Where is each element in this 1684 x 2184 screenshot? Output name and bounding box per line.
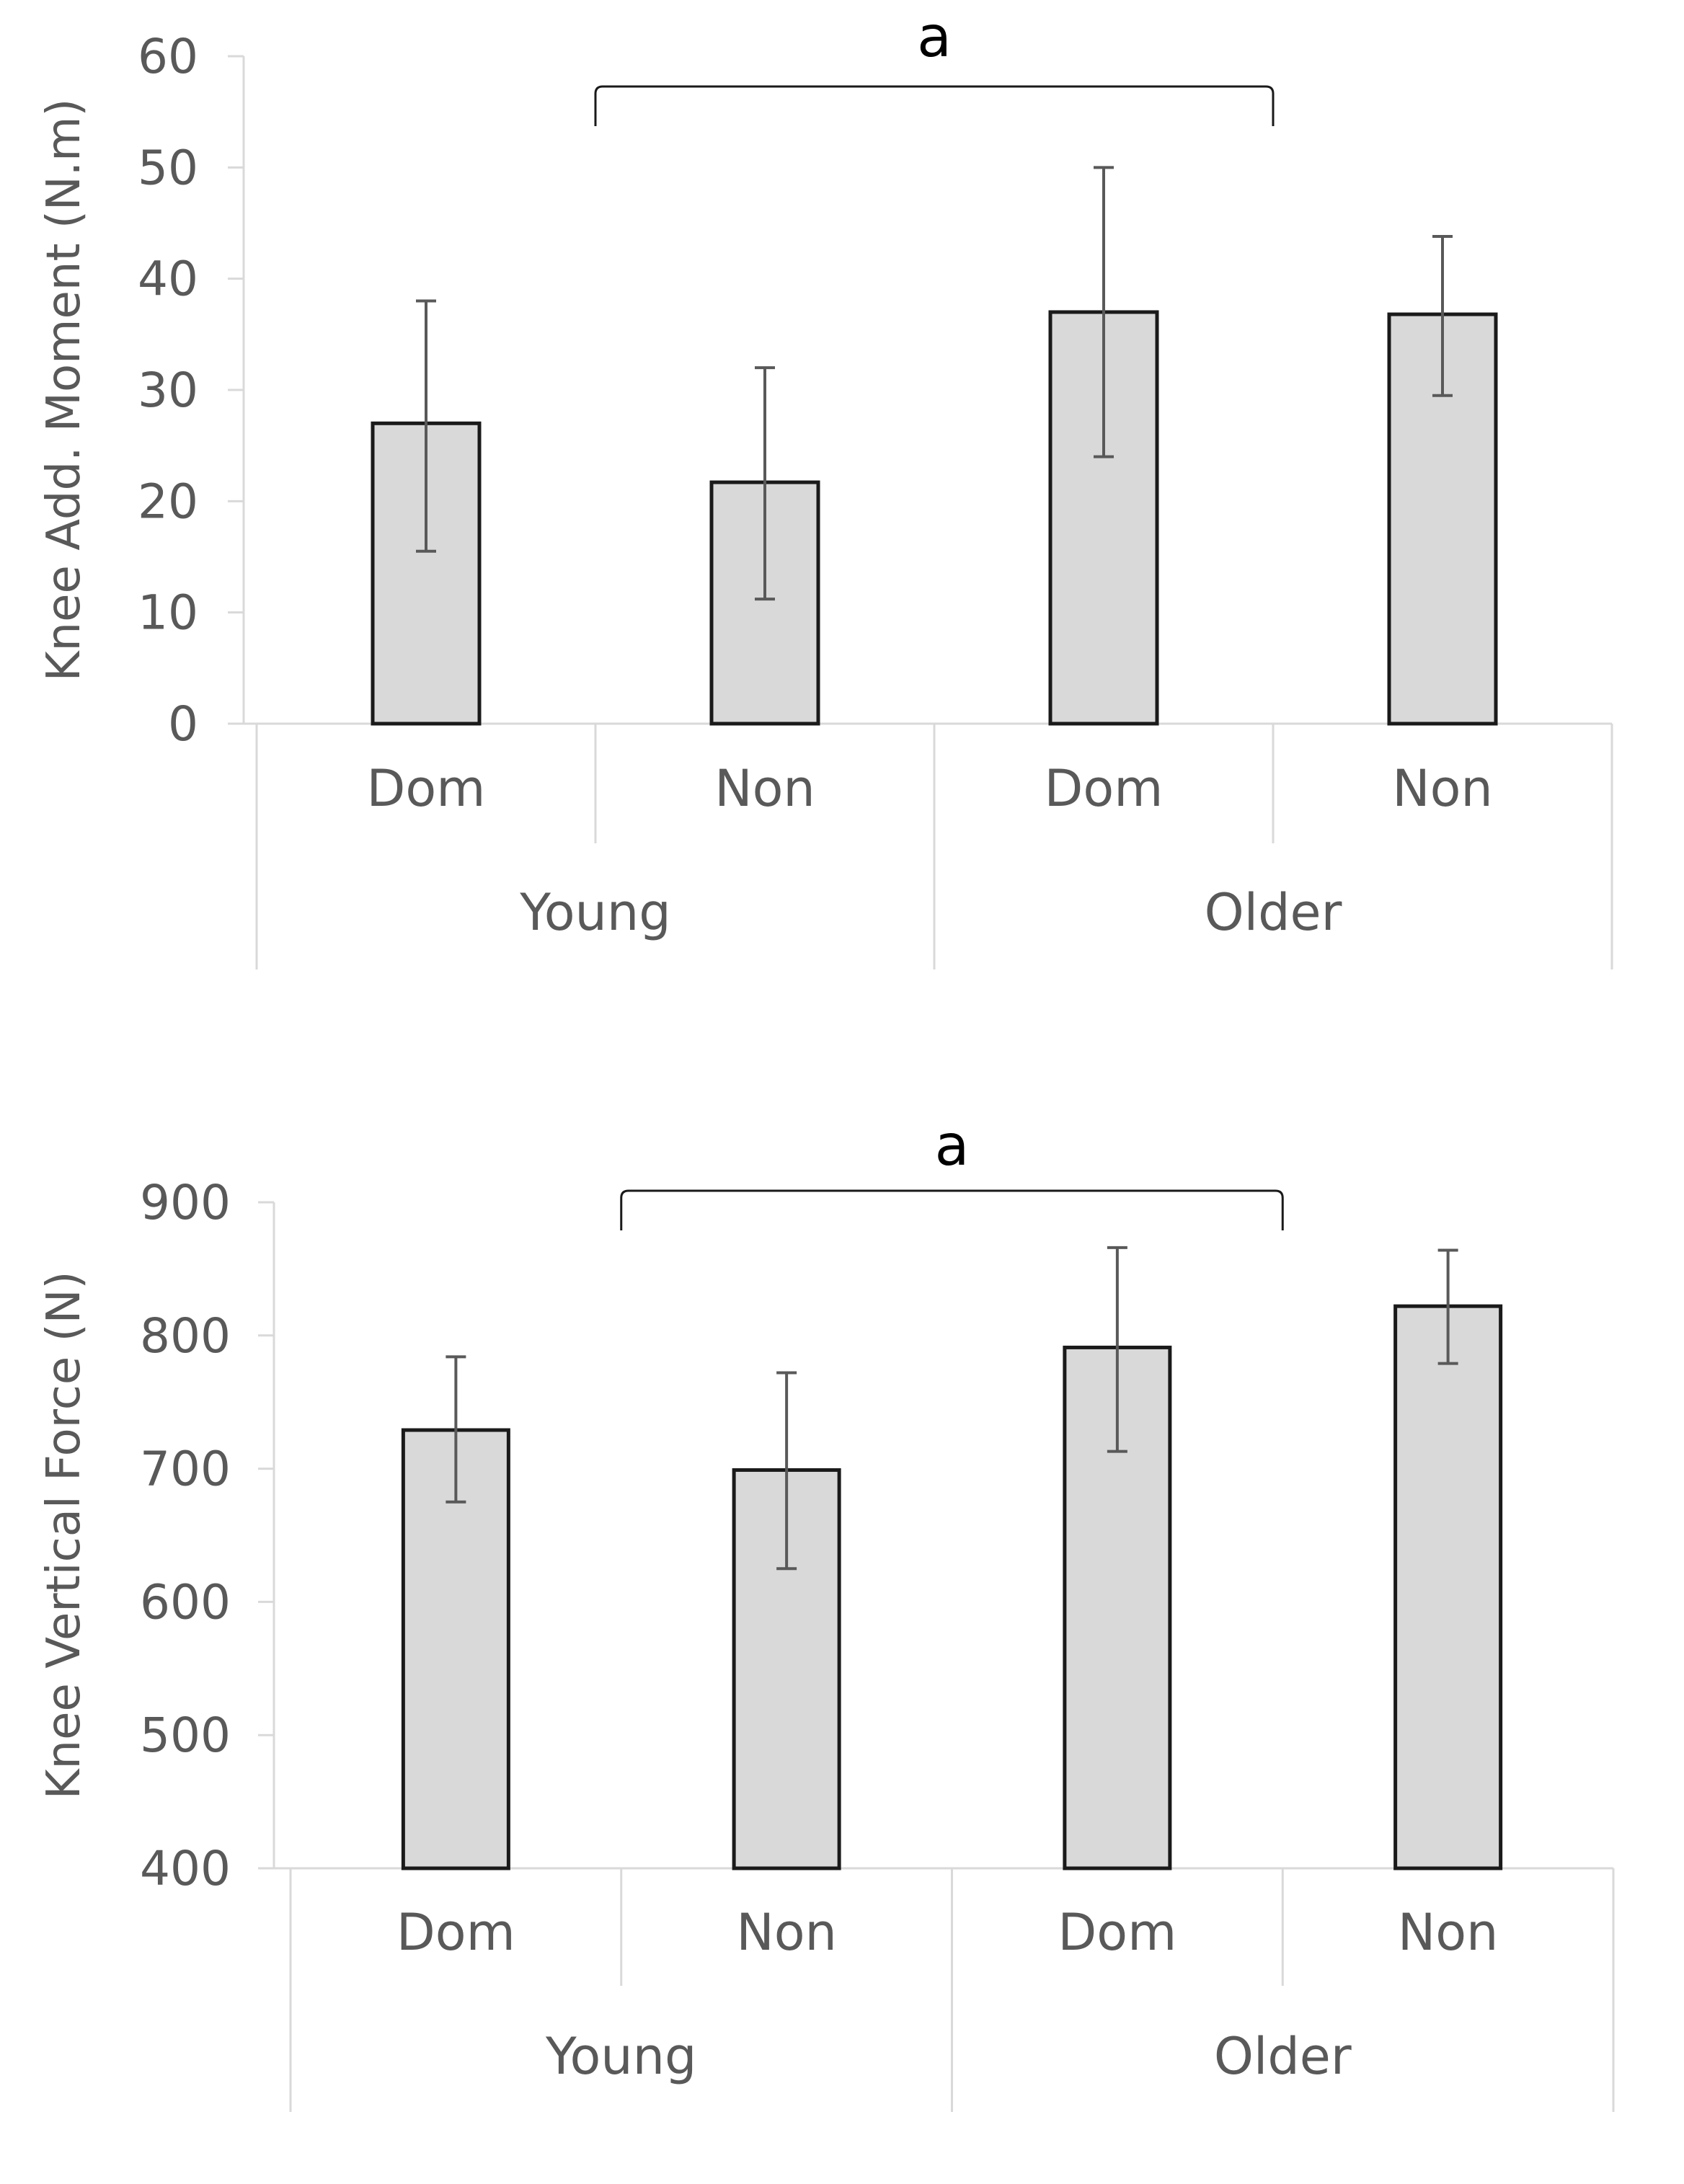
y-tick-label: 600 bbox=[140, 1574, 231, 1630]
y-tick-label: 500 bbox=[140, 1708, 231, 1763]
y-axis-title: Knee Vertical Force (N) bbox=[37, 1271, 91, 1800]
y-tick-label: 0 bbox=[168, 696, 198, 752]
group-label: Young bbox=[545, 2027, 696, 2086]
group-label: Young bbox=[519, 883, 670, 942]
significance-label: a bbox=[935, 1114, 970, 1178]
y-tick-label: 20 bbox=[138, 474, 198, 529]
chart-panel-knee-vertical-force: 400 500 600 700 800 900 Knee Vertical Force (N… bbox=[37, 1114, 1615, 2112]
bar bbox=[709, 480, 820, 726]
chart-panel-knee-add-moment: 0 10 20 30 40 50 60 Knee Add. Moment (N.m) Dom No… bbox=[37, 5, 1613, 969]
y-tick-label: 30 bbox=[138, 363, 198, 418]
group-label: Older bbox=[1205, 883, 1342, 942]
significance-bracket bbox=[594, 85, 1275, 126]
category-label: Non bbox=[736, 1903, 837, 1962]
y-tick-label: 50 bbox=[138, 140, 198, 195]
category-label: Non bbox=[1398, 1903, 1499, 1962]
category-label: Non bbox=[1392, 759, 1493, 818]
y-tick-label: 60 bbox=[138, 29, 198, 84]
category-label: Dom bbox=[1045, 759, 1164, 818]
bar bbox=[1393, 1304, 1503, 1870]
group-label: Older bbox=[1214, 2027, 1352, 2086]
category-label: Dom bbox=[1058, 1903, 1176, 1962]
y-tick-label: 900 bbox=[140, 1175, 231, 1230]
y-tick-label: 40 bbox=[138, 252, 198, 307]
category-label: Non bbox=[714, 759, 815, 818]
y-tick-label: 400 bbox=[140, 1841, 231, 1896]
y-tick-label: 10 bbox=[138, 585, 198, 641]
category-label: Dom bbox=[367, 759, 486, 818]
y-tick-label: 700 bbox=[140, 1442, 231, 1497]
y-axis-title: Knee Add. Moment (N.m) bbox=[37, 99, 91, 682]
significance-bracket bbox=[620, 1189, 1284, 1230]
y-tick-label: 800 bbox=[140, 1308, 231, 1364]
significance-label: a bbox=[917, 5, 952, 70]
category-label: Dom bbox=[396, 1903, 515, 1962]
bar bbox=[371, 421, 482, 726]
